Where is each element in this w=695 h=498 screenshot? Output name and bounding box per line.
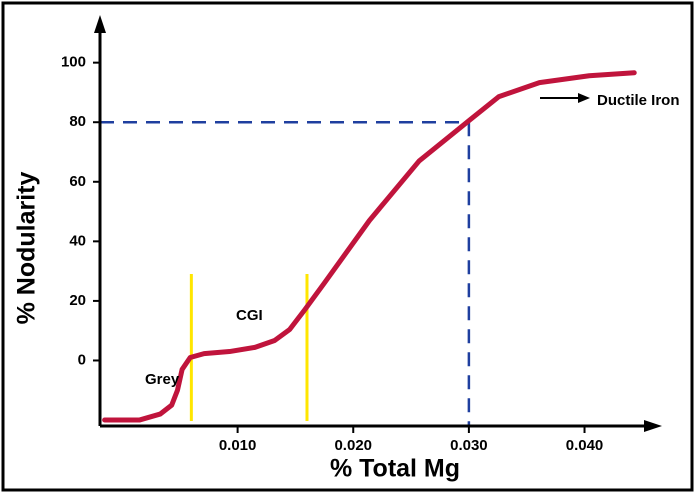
y-axis-label: % Nodularity: [13, 172, 41, 325]
y-tick-label: 60: [69, 173, 86, 190]
annotation: Grey: [145, 371, 180, 388]
annotation: Ductile Iron: [597, 92, 680, 109]
y-axis-arrow: [94, 15, 106, 33]
x-axis-arrow: [644, 420, 662, 432]
x-axis-label: % Total Mg: [330, 455, 460, 483]
annotation-arrowhead: [578, 93, 590, 103]
x-tick-label: 0.020: [334, 437, 372, 454]
y-tick-label: 20: [69, 292, 86, 309]
y-tick-label: 100: [61, 54, 86, 71]
x-tick-label: 0.040: [566, 437, 604, 454]
curve: [102, 70, 637, 423]
annotation: CGI: [236, 307, 263, 324]
y-tick-label: 0: [78, 351, 86, 368]
x-tick-label: 0.030: [450, 437, 488, 454]
y-tick-label: 80: [69, 113, 86, 130]
x-tick-label: 0.010: [219, 437, 257, 454]
y-tick-label: 40: [69, 232, 86, 249]
